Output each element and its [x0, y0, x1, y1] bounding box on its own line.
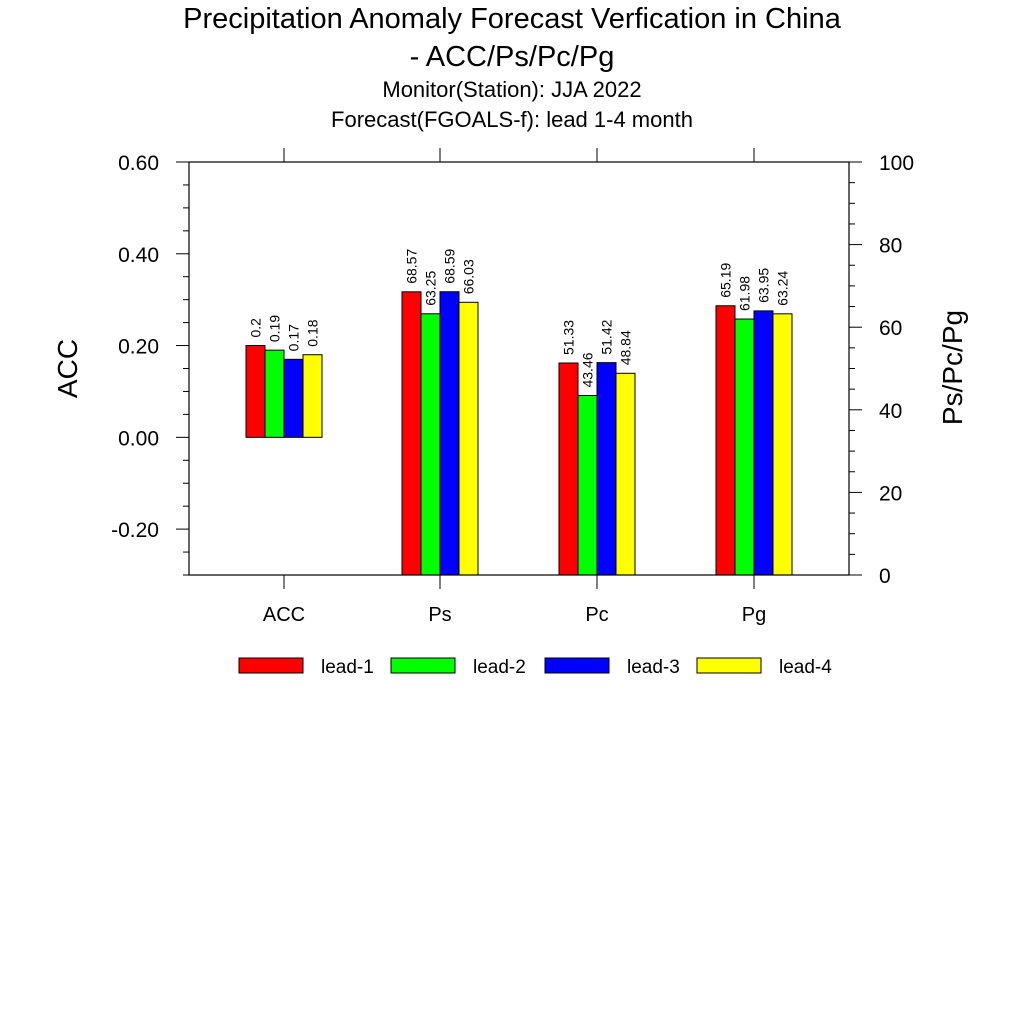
bar-ps-lead-3 — [439, 291, 460, 576]
bar-pc-lead-1 — [558, 362, 579, 576]
bar-pc-lead-3 — [596, 362, 617, 576]
data-label-pc-lead-3: 51.42 — [599, 319, 615, 354]
bar-pg-lead-2 — [734, 318, 755, 576]
data-label-ps-lead-3: 68.59 — [442, 248, 458, 283]
data-label-acc-lead-4: 0.18 — [305, 319, 321, 346]
data-label-acc-lead-1: 0.2 — [248, 318, 264, 338]
legend-label-lead-1: lead-1 — [321, 657, 374, 678]
data-label-pg-lead-1: 65.19 — [718, 263, 734, 298]
data-label-pc-lead-4: 48.84 — [618, 330, 634, 365]
data-label-acc-lead-2: 0.19 — [267, 315, 283, 342]
right-tick-label: 20 — [879, 482, 902, 505]
y-axis-title-left: ACC — [52, 339, 83, 398]
data-label-pc-lead-2: 43.46 — [580, 352, 596, 387]
legend-swatch-lead-3 — [544, 657, 610, 674]
right-tick-label: 60 — [879, 317, 902, 340]
bar-ps-lead-1 — [401, 291, 422, 576]
bar-pg-lead-3 — [753, 310, 774, 576]
category-label-pc: Pc — [585, 604, 608, 626]
chart-subtitle-monitor: Monitor(Station): JJA 2022 — [382, 77, 642, 102]
legend-swatch-lead-4 — [696, 657, 762, 674]
bar-pc-lead-2 — [577, 395, 598, 576]
legend-swatch-lead-2 — [390, 657, 456, 674]
legend-label-lead-4: lead-4 — [779, 657, 832, 678]
legend-label-lead-2: lead-2 — [473, 657, 526, 678]
bar-ps-lead-2 — [420, 313, 441, 576]
right-tick-label: 80 — [879, 235, 902, 258]
labels-layer: 0.2 68.57 51.33 65.19 0.19 63.25 43.46 61.98 0.1… — [52, 152, 968, 626]
bar-acc-lead-4 — [302, 354, 323, 438]
y-axis-title-right: Ps/Pc/Pg — [937, 310, 968, 425]
legend-layer: lead-1 lead-2 lead-3 lead-4 — [238, 657, 832, 678]
left-tick-label: 0.40 — [118, 244, 159, 267]
category-label-pg: Pg — [742, 604, 766, 626]
category-label-ps: Ps — [428, 604, 451, 626]
bars-layer — [245, 291, 793, 576]
left-tick-label: 0.60 — [118, 152, 159, 175]
data-label-ps-lead-1: 68.57 — [404, 249, 420, 284]
data-label-ps-lead-4: 66.03 — [461, 259, 477, 294]
bar-ps-lead-4 — [458, 301, 479, 576]
right-tick-label: 100 — [879, 152, 914, 175]
chart-subtitle-forecast: Forecast(FGOALS-f): lead 1-4 month — [331, 107, 693, 132]
bar-acc-lead-3 — [283, 358, 304, 438]
bar-acc-lead-2 — [264, 349, 285, 438]
data-label-pc-lead-1: 51.33 — [561, 320, 577, 355]
left-tick-label: -0.20 — [111, 519, 159, 542]
data-label-pg-lead-2: 61.98 — [737, 276, 753, 311]
chart-title: Precipitation Anomaly Forecast Verficati… — [183, 3, 841, 35]
bar-pg-lead-4 — [772, 313, 793, 576]
data-label-pg-lead-3: 63.95 — [756, 268, 772, 303]
right-tick-label: 40 — [879, 400, 902, 423]
category-label-acc: ACC — [263, 604, 305, 626]
chart-title-line2: - ACC/Ps/Pc/Pg — [409, 41, 615, 73]
bar-pc-lead-4 — [615, 372, 636, 576]
bar-pg-lead-1 — [715, 305, 736, 576]
left-tick-label: 0.20 — [118, 336, 159, 359]
left-tick-label: 0.00 — [118, 427, 159, 450]
legend-label-lead-3: lead-3 — [627, 657, 680, 678]
legend-swatch-lead-1 — [238, 657, 304, 674]
bar-acc-lead-1 — [245, 345, 266, 438]
right-tick-label: 0 — [879, 565, 891, 588]
data-label-acc-lead-3: 0.17 — [286, 324, 302, 351]
ticks-layer — [176, 148, 862, 589]
data-label-pg-lead-4: 63.24 — [775, 271, 791, 306]
data-label-ps-lead-2: 63.25 — [423, 271, 439, 306]
